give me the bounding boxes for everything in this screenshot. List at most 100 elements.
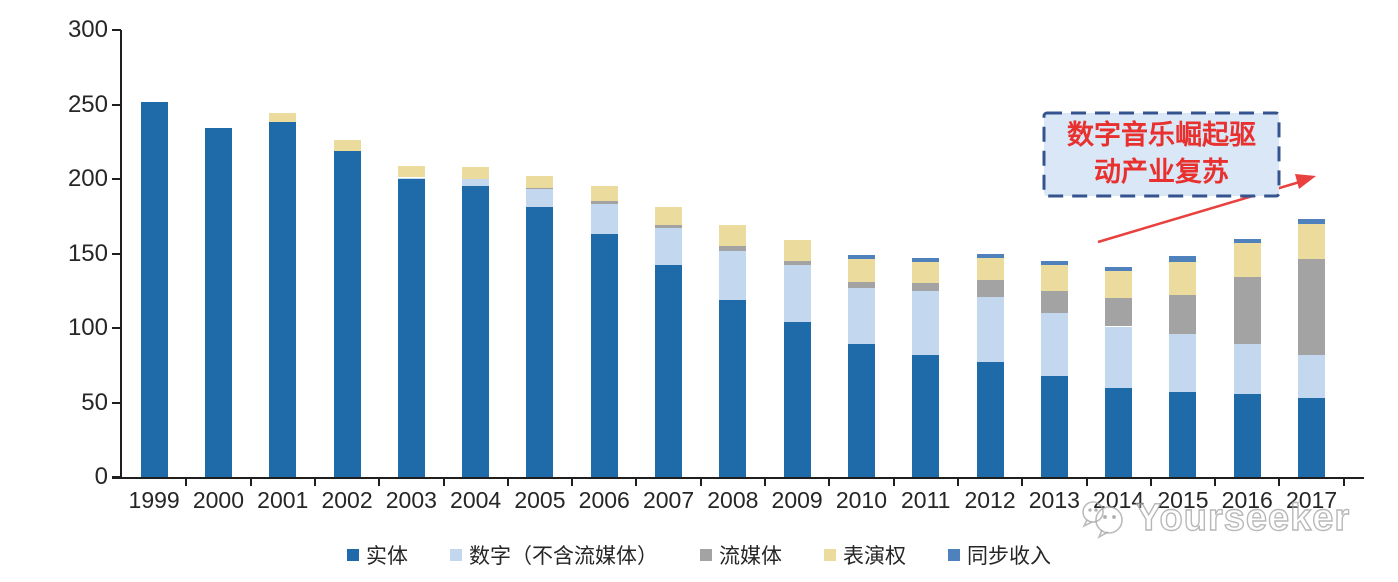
- bar-segment: [976, 280, 1004, 297]
- bar-segment: [655, 265, 683, 477]
- bar-segment: [462, 167, 490, 179]
- bar-segment: [655, 207, 683, 226]
- bar-segment: [1169, 256, 1197, 263]
- legend-item: 数字（不含流媒体）: [450, 540, 658, 570]
- annotation-line-2: 动产业复苏: [1094, 157, 1229, 187]
- bar-segment: [590, 204, 618, 235]
- bar-segment: [204, 128, 232, 477]
- bar-segment: [397, 177, 425, 179]
- legend-swatch: [700, 549, 712, 561]
- legend-swatch: [824, 549, 836, 561]
- legend-swatch: [948, 549, 960, 561]
- bar-segment: [269, 113, 297, 123]
- bar-segment: [976, 257, 1004, 281]
- bar-segment: [655, 225, 683, 229]
- x-axis-tick: [313, 479, 316, 486]
- bar-segment: [526, 189, 554, 208]
- x-axis-tick: [892, 479, 895, 486]
- bar-segment: [1105, 387, 1133, 477]
- x-axis-tick: [956, 479, 959, 486]
- annotation-arrow-head: [1295, 174, 1316, 189]
- bar-segment: [1298, 259, 1326, 355]
- bar-segment: [912, 283, 940, 291]
- bar-segment: [1169, 333, 1197, 393]
- x-axis-tick: [1085, 479, 1088, 486]
- bar-segment: [783, 240, 811, 261]
- bar-segment: [1040, 375, 1068, 477]
- bar-segment: [1169, 392, 1197, 477]
- y-axis-label: 0: [94, 463, 108, 490]
- legend-label: 实体: [366, 544, 408, 568]
- legend-label: 数字（不含流媒体）: [469, 544, 658, 568]
- bar-segment: [847, 259, 875, 282]
- bar-segment: [719, 225, 747, 247]
- chart-legend: 实体 数字（不含流媒体） 流媒体 表演权 同步收入: [0, 540, 1398, 570]
- bar-segment: [719, 299, 747, 477]
- x-axis-label: 2017: [1285, 487, 1338, 513]
- bar-segment: [397, 179, 425, 477]
- x-axis-label: 2001: [257, 487, 309, 513]
- x-axis-tick: [249, 479, 252, 486]
- x-axis-tick: [185, 479, 188, 486]
- x-axis-tick: [1278, 479, 1281, 486]
- bar-segment: [590, 201, 618, 205]
- x-axis-label: 2006: [578, 487, 630, 513]
- bar-segment: [912, 354, 940, 477]
- x-axis-tick: [1214, 479, 1217, 486]
- x-axis-label: 2016: [1221, 487, 1273, 513]
- x-axis-tick: [1021, 479, 1024, 486]
- legend-label: 流媒体: [719, 544, 782, 568]
- x-axis-tick: [442, 479, 445, 486]
- bar-segment: [462, 186, 490, 477]
- y-axis-tick: [112, 476, 121, 478]
- legend-item: 流媒体: [700, 540, 782, 570]
- annotation-line-1: 数字音乐崛起驱: [1067, 120, 1256, 150]
- x-axis-line: [112, 477, 1364, 479]
- bar-segment: [847, 254, 875, 260]
- x-axis-tick: [571, 479, 574, 486]
- x-axis-label: 2010: [835, 487, 888, 513]
- bar-segment: [1040, 290, 1068, 314]
- bar-segment: [847, 281, 875, 288]
- legend-swatch: [450, 549, 462, 561]
- y-axis-tick: [112, 252, 121, 255]
- bar-segment: [912, 257, 940, 263]
- bar-segment: [783, 260, 811, 266]
- x-axis-label: 2003: [385, 487, 437, 513]
- bar-segment: [912, 262, 940, 284]
- x-axis-label: 2009: [771, 487, 823, 513]
- y-axis-line: [120, 30, 122, 479]
- bar-segment: [140, 101, 168, 477]
- bar-segment: [1040, 260, 1068, 266]
- bar-segment: [526, 176, 554, 188]
- bar-segment: [1105, 298, 1133, 327]
- bar-segment: [783, 265, 811, 323]
- bar-segment: [847, 287, 875, 345]
- bar-segment: [1233, 344, 1261, 394]
- bar-segment: [462, 179, 490, 187]
- bar-segment: [1040, 313, 1068, 376]
- watermark-text: Yourseeker: [1135, 496, 1351, 539]
- x-axis-label: 1999: [128, 487, 180, 513]
- bar-segment: [719, 250, 747, 300]
- x-axis-label: 2005: [514, 487, 566, 513]
- x-axis-tick: [506, 479, 509, 486]
- x-axis-tick: [764, 479, 766, 486]
- bar-segment: [1233, 243, 1261, 278]
- x-axis-label: 2008: [707, 487, 759, 513]
- legend-item: 表演权: [824, 540, 906, 570]
- x-axis-tick: [699, 479, 702, 486]
- watermark: Yourseeker: [1078, 496, 1350, 540]
- bar-segment: [1105, 271, 1133, 299]
- bar-segment: [719, 246, 747, 251]
- x-axis-label: 2000: [192, 487, 245, 513]
- y-axis-label: 150: [67, 239, 108, 267]
- bar-segment: [1298, 223, 1326, 260]
- double-bubble-face-icon: [1082, 501, 1123, 539]
- x-axis-tick: [1342, 479, 1345, 486]
- bar-segment: [590, 234, 618, 477]
- legend-label: 同步收入: [967, 544, 1051, 568]
- y-axis-label: 50: [81, 388, 108, 416]
- x-axis-label: 2002: [321, 487, 373, 513]
- bar-segment: [526, 187, 554, 190]
